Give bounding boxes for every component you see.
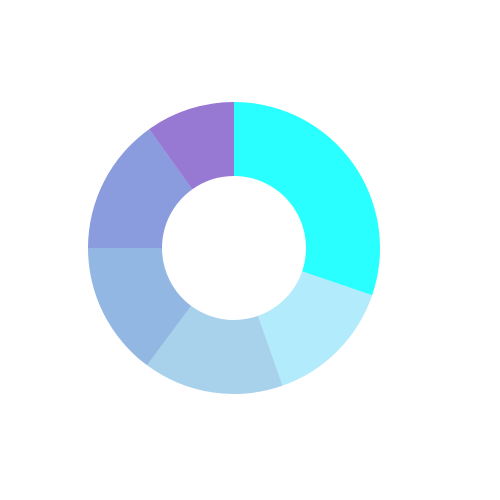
donut-slice-6 [149, 102, 234, 190]
donut-slices [88, 102, 380, 394]
donut-slice-2 [257, 271, 373, 386]
donut-slice-1 [234, 102, 380, 296]
donut-slice-4 [88, 248, 192, 366]
donut-slice-5 [88, 129, 193, 248]
donut-slice-3 [147, 305, 283, 394]
